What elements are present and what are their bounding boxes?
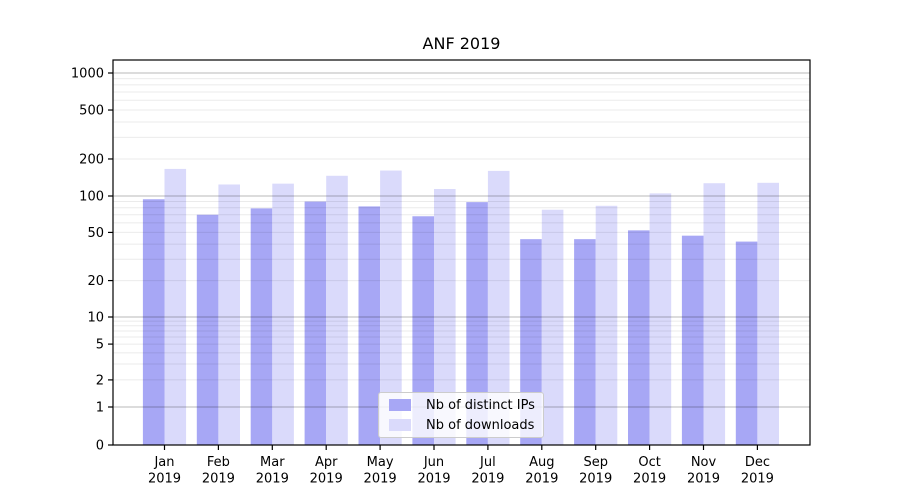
x-tick-label-month-jan: Jan <box>153 455 174 470</box>
x-tick-label-year-mar: 2019 <box>256 472 289 487</box>
x-tick-label-month-may: May <box>367 455 394 470</box>
bar-distinct-ips-mar <box>250 208 273 445</box>
legend-swatch-distinct-ips <box>389 399 411 411</box>
y-tick-label-100: 100 <box>79 190 104 205</box>
bar-downloads-jan <box>164 168 187 446</box>
x-tick-label-month-apr: Apr <box>315 455 338 470</box>
x-tick-label-year-jun: 2019 <box>417 472 450 487</box>
bar-distinct-ips-dec <box>735 241 758 445</box>
y-tick-label-0: 0 <box>96 439 104 454</box>
y-tick-label-200: 200 <box>79 152 104 167</box>
bar-distinct-ips-may <box>358 206 381 445</box>
bar-downloads-sep <box>595 205 618 445</box>
bar-downloads-nov <box>703 183 726 445</box>
bar-distinct-ips-oct <box>628 230 650 445</box>
bar-downloads-dec <box>757 182 779 445</box>
bar-distinct-ips-jan <box>142 199 165 445</box>
legend-item-downloads: Nb of downloads <box>389 417 535 433</box>
bar-distinct-ips-apr <box>304 201 327 445</box>
x-tick-label-month-sep: Sep <box>583 455 608 470</box>
legend-item-distinct-ips: Nb of distinct IPs <box>389 397 535 413</box>
bar-downloads-oct <box>649 193 672 445</box>
bar-distinct-ips-feb <box>196 214 219 445</box>
x-tick-label-year-aug: 2019 <box>525 472 558 487</box>
chart-title: ANF 2019 <box>422 34 501 53</box>
x-tick-label-year-oct: 2019 <box>633 472 666 487</box>
legend: Nb of distinct IPs Nb of downloads <box>378 392 544 438</box>
y-tick-label-5: 5 <box>96 338 104 353</box>
legend-label-distinct-ips: Nb of distinct IPs <box>426 397 535 413</box>
y-tick-label-2: 2 <box>96 373 104 388</box>
y-tick-label-1: 1 <box>96 401 104 416</box>
x-tick-label-month-feb: Feb <box>207 455 230 470</box>
x-tick-label-month-dec: Dec <box>745 455 770 470</box>
x-tick-label-year-nov: 2019 <box>687 472 720 487</box>
x-tick-label-year-feb: 2019 <box>202 472 235 487</box>
bar-distinct-ips-sep <box>574 239 596 445</box>
x-tick-label-year-jul: 2019 <box>471 472 504 487</box>
plot-frame <box>112 59 811 446</box>
bar-downloads-mar <box>272 183 294 445</box>
y-tick-label-50: 50 <box>87 226 104 241</box>
x-tick-label-year-apr: 2019 <box>310 472 343 487</box>
bar-distinct-ips-jul <box>466 202 488 445</box>
legend-swatch-downloads <box>389 419 411 431</box>
bar-downloads-jul <box>487 170 510 445</box>
x-tick-label-month-oct: Oct <box>638 455 660 470</box>
x-tick-label-year-dec: 2019 <box>741 472 774 487</box>
bar-downloads-aug <box>541 209 564 445</box>
x-tick-label-year-may: 2019 <box>364 472 397 487</box>
x-tick-label-month-jul: Jul <box>479 455 496 470</box>
x-tick-label-month-aug: Aug <box>529 455 554 470</box>
bar-distinct-ips-nov <box>681 235 704 445</box>
y-tick-label-500: 500 <box>79 104 104 119</box>
x-tick-label-year-sep: 2019 <box>579 472 612 487</box>
bar-downloads-apr <box>326 175 348 445</box>
x-tick-label-month-mar: Mar <box>260 455 285 470</box>
bar-downloads-may <box>380 170 402 445</box>
y-tick-label-1000: 1000 <box>71 67 104 82</box>
bar-distinct-ips-jun <box>412 216 434 445</box>
x-tick-label-month-nov: Nov <box>691 455 717 470</box>
x-tick-label-month-jun: Jun <box>423 455 444 470</box>
bar-downloads-feb <box>218 184 240 445</box>
legend-label-downloads: Nb of downloads <box>426 417 535 433</box>
x-tick-label-year-jan: 2019 <box>148 472 181 487</box>
bar-downloads-jun <box>434 189 456 445</box>
y-tick-label-20: 20 <box>87 274 104 289</box>
y-tick-label-10: 10 <box>87 311 104 326</box>
